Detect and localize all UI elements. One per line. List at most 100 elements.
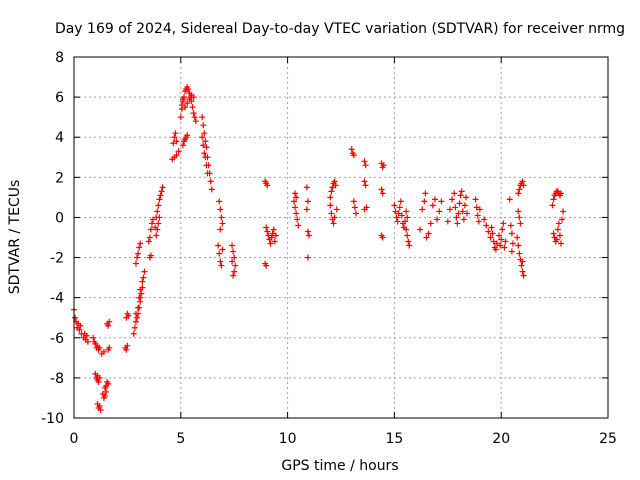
data-point bbox=[72, 314, 79, 321]
data-point bbox=[123, 346, 130, 353]
data-point bbox=[362, 182, 369, 189]
data-point bbox=[515, 242, 522, 249]
data-point bbox=[207, 178, 214, 185]
y-tick-label: -8 bbox=[50, 371, 64, 387]
data-point bbox=[96, 402, 103, 409]
data-point bbox=[218, 214, 225, 221]
data-point bbox=[303, 206, 310, 213]
data-point bbox=[132, 310, 139, 317]
data-point bbox=[304, 254, 311, 261]
data-point bbox=[125, 312, 132, 319]
data-point bbox=[396, 204, 403, 211]
x-axis-label: GPS time / hours bbox=[281, 458, 398, 474]
data-point bbox=[520, 182, 527, 189]
data-point bbox=[230, 272, 237, 279]
data-point bbox=[352, 210, 359, 217]
data-point bbox=[190, 94, 197, 101]
data-point bbox=[200, 122, 207, 129]
plot-frame bbox=[73, 56, 609, 419]
data-point bbox=[135, 304, 142, 311]
data-point bbox=[487, 234, 494, 241]
data-point bbox=[292, 190, 299, 197]
x-tick-label: 10 bbox=[279, 431, 297, 447]
data-point bbox=[170, 140, 177, 147]
data-point bbox=[460, 216, 467, 223]
data-point bbox=[456, 200, 463, 207]
data-point bbox=[184, 132, 191, 139]
data-point bbox=[398, 212, 405, 219]
data-point bbox=[269, 230, 276, 237]
x-tick-label: 20 bbox=[492, 431, 510, 447]
data-point bbox=[191, 114, 198, 121]
data-point bbox=[560, 208, 567, 215]
data-point bbox=[348, 146, 355, 153]
data-point bbox=[446, 206, 453, 213]
data-point bbox=[203, 162, 210, 169]
data-point bbox=[434, 216, 441, 223]
data-point bbox=[394, 218, 401, 225]
y-tick-label: -6 bbox=[50, 331, 64, 347]
data-point bbox=[217, 226, 224, 233]
data-point bbox=[134, 254, 141, 261]
data-point bbox=[77, 322, 84, 329]
data-point bbox=[393, 214, 400, 221]
data-point bbox=[431, 196, 438, 203]
data-point bbox=[204, 170, 211, 177]
data-point bbox=[173, 138, 180, 145]
data-point bbox=[202, 138, 209, 145]
data-point bbox=[199, 114, 206, 121]
data-point bbox=[265, 232, 272, 239]
data-point bbox=[555, 220, 562, 227]
data-point bbox=[515, 190, 522, 197]
data-point bbox=[501, 244, 508, 251]
data-point bbox=[97, 406, 104, 413]
data-points bbox=[71, 84, 567, 413]
data-point bbox=[140, 274, 147, 281]
data-point bbox=[208, 186, 215, 193]
data-point bbox=[203, 144, 210, 151]
data-point bbox=[402, 218, 409, 225]
y-tick-label: 4 bbox=[55, 130, 64, 146]
data-point bbox=[96, 374, 103, 381]
data-point bbox=[229, 258, 236, 265]
data-point bbox=[331, 214, 338, 221]
data-point bbox=[136, 294, 143, 301]
data-point bbox=[559, 216, 566, 223]
data-point bbox=[361, 158, 368, 165]
data-point bbox=[380, 162, 387, 169]
y-tick-label: 6 bbox=[55, 90, 64, 106]
data-point bbox=[498, 236, 505, 243]
data-point bbox=[502, 238, 509, 245]
data-point bbox=[154, 208, 161, 215]
data-point bbox=[361, 206, 368, 213]
data-point bbox=[485, 228, 492, 235]
data-point bbox=[153, 232, 160, 239]
data-point bbox=[457, 192, 464, 199]
data-point bbox=[506, 196, 513, 203]
data-point bbox=[171, 134, 178, 141]
data-point bbox=[519, 258, 526, 265]
data-point bbox=[178, 102, 185, 109]
data-point bbox=[549, 202, 556, 209]
data-point bbox=[217, 258, 224, 265]
data-point bbox=[499, 226, 506, 233]
data-point bbox=[136, 244, 143, 251]
data-point bbox=[268, 234, 275, 241]
data-point bbox=[497, 242, 504, 249]
data-point bbox=[517, 220, 524, 227]
data-point bbox=[554, 226, 561, 233]
data-point bbox=[378, 186, 385, 193]
data-point bbox=[292, 204, 299, 211]
data-point bbox=[331, 178, 338, 185]
data-point bbox=[106, 318, 113, 325]
data-point bbox=[96, 344, 103, 351]
data-point bbox=[496, 232, 503, 239]
data-point bbox=[327, 202, 334, 209]
data-point bbox=[304, 198, 311, 205]
data-point bbox=[76, 326, 83, 333]
data-point bbox=[483, 222, 490, 229]
data-point bbox=[216, 250, 223, 257]
y-tick-label: -2 bbox=[50, 251, 64, 267]
data-point bbox=[475, 218, 482, 225]
